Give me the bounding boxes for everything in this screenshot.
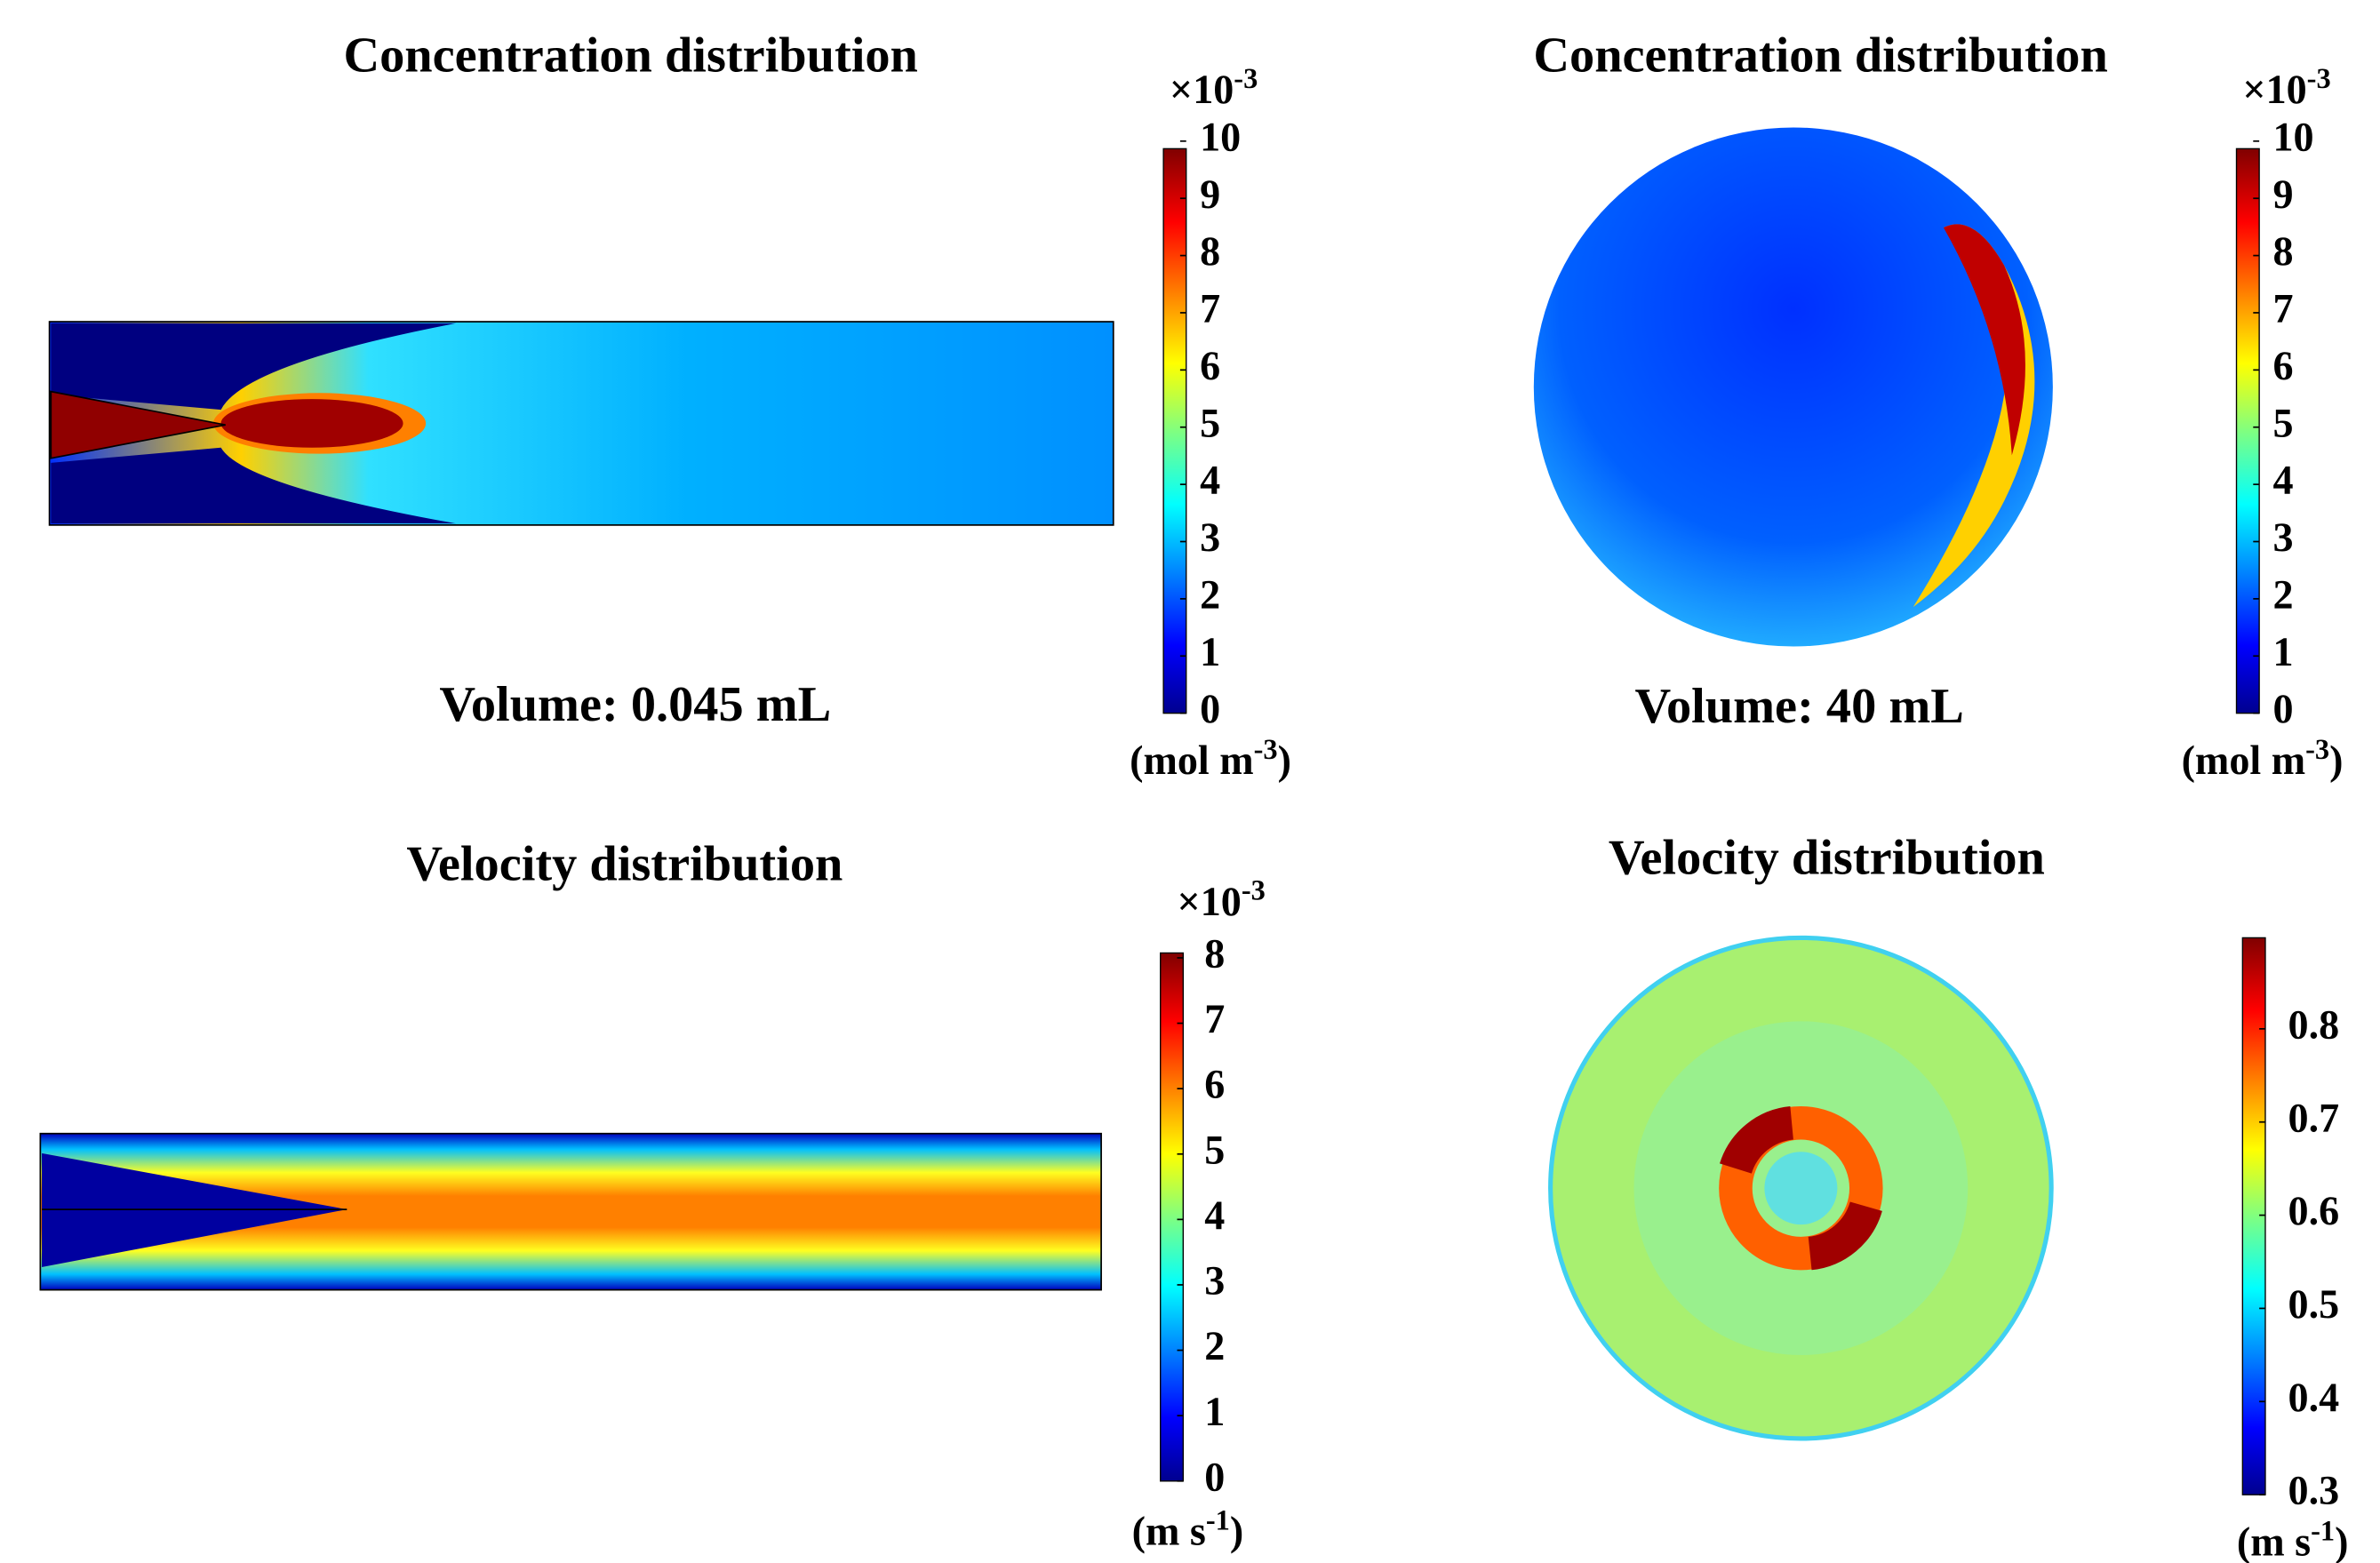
colorbar-tick-label: 0 bbox=[2272, 686, 2293, 731]
colorbar-tick-label: 3 bbox=[1204, 1258, 1225, 1304]
colorbar-tick-label: 7 bbox=[1204, 996, 1225, 1041]
colorbar-tick-label: 10 bbox=[2272, 114, 2313, 159]
colorbar-tick-label: 1 bbox=[1200, 629, 1220, 674]
colorbar-tick-label: 6 bbox=[2272, 343, 2293, 388]
unit-close: ) bbox=[1230, 1509, 1243, 1554]
colorbar-tick-label: 2 bbox=[2272, 571, 2293, 617]
colorbar-tick-label: 8 bbox=[1204, 931, 1225, 977]
colorbar-tick-label: 5 bbox=[2272, 400, 2293, 445]
colorbar-tick-label: 0.4 bbox=[2288, 1375, 2340, 1420]
multiplier-base: ×10 bbox=[1177, 879, 1241, 924]
colorbar bbox=[1162, 148, 1187, 714]
multiplier-exponent: -3 bbox=[1242, 875, 1266, 907]
panel-title: Concentration distribution bbox=[343, 28, 917, 83]
colorbar-tick-label: 1 bbox=[1204, 1389, 1225, 1434]
multiplier-exponent: -3 bbox=[1234, 63, 1258, 95]
unit-exponent: -1 bbox=[1206, 1504, 1230, 1536]
colorbar-multiplier: ×10-3 bbox=[1177, 875, 1265, 924]
colorbar-tick-label: 2 bbox=[1200, 571, 1220, 617]
unit-close: ) bbox=[2329, 738, 2343, 783]
colorbar-tick-label: 9 bbox=[1200, 171, 1220, 217]
colorbar-tick-label: 1 bbox=[2272, 629, 2293, 674]
unit-exponent: -3 bbox=[2305, 734, 2329, 766]
colorbar-tick-label: 4 bbox=[2272, 458, 2293, 503]
colorbar-tick-label: 4 bbox=[1204, 1192, 1225, 1238]
multiplier-exponent: -3 bbox=[2307, 63, 2331, 95]
colorbar-tick-label: 4 bbox=[1200, 458, 1220, 503]
colorbar-tick-label: 8 bbox=[2272, 228, 2293, 274]
colorbar-tick-label: 0.6 bbox=[2288, 1188, 2340, 1233]
colorbar-tick-label: 2 bbox=[1204, 1323, 1225, 1368]
colorbar-tick-label: 0.7 bbox=[2288, 1095, 2340, 1140]
colorbar bbox=[1160, 952, 1184, 1482]
disc-velocity bbox=[1548, 935, 2054, 1441]
panel-title: Concentration distribution bbox=[1533, 28, 2107, 83]
unit-exponent: -3 bbox=[1254, 734, 1278, 766]
colorbar-tick-label: 0 bbox=[1204, 1454, 1225, 1499]
panel-title: Velocity distribution bbox=[406, 837, 843, 892]
colorbar-unit: (m s-1) bbox=[1132, 1504, 1244, 1553]
colorbar-tick-label: 0.5 bbox=[2288, 1281, 2340, 1327]
disc-concentration bbox=[1533, 127, 2053, 647]
colorbar-multiplier: ×10-3 bbox=[2242, 63, 2330, 112]
colorbar-multiplier: ×10-3 bbox=[1170, 63, 1258, 112]
colorbar-tick-label: 3 bbox=[1200, 514, 1220, 560]
colorbar-tick-label: 7 bbox=[2272, 286, 2293, 331]
colorbar-tick-label: 6 bbox=[1204, 1062, 1225, 1107]
colorbar-unit: (mol m-3) bbox=[1130, 734, 1291, 783]
multiplier-base: ×10 bbox=[1170, 67, 1234, 112]
unit-close: ) bbox=[2335, 1519, 2348, 1563]
colorbar-tick-label: 7 bbox=[1200, 286, 1220, 331]
colorbar-tick-label: 0.3 bbox=[2288, 1468, 2340, 1513]
colorbar-tick-label: 0 bbox=[1200, 686, 1220, 731]
colorbar-tick-label: 5 bbox=[1204, 1127, 1225, 1172]
unit-base: (m s bbox=[2237, 1519, 2311, 1563]
colorbar bbox=[2241, 937, 2266, 1495]
colorbar-tick-label: 3 bbox=[2272, 514, 2293, 560]
unit-base: (mol m bbox=[2182, 738, 2306, 783]
tube-concentration bbox=[48, 321, 1114, 526]
colorbar-tick-label: 6 bbox=[1200, 343, 1220, 388]
colorbar-tick-label: 10 bbox=[1200, 114, 1241, 159]
volume-label: Volume: 0.045 mL bbox=[439, 677, 831, 732]
unit-close: ) bbox=[1278, 738, 1291, 783]
unit-base: (mol m bbox=[1130, 738, 1254, 783]
panel-title: Velocity distribution bbox=[1609, 831, 2045, 886]
unit-exponent: -1 bbox=[2311, 1515, 2335, 1547]
volume-label: Volume: 40 mL bbox=[1634, 679, 1963, 734]
colorbar-tick-label: 5 bbox=[1200, 400, 1220, 445]
colorbar-tick-label: 0.8 bbox=[2288, 1001, 2340, 1047]
unit-base: (m s bbox=[1132, 1509, 1206, 1554]
colorbar-tick-label: 8 bbox=[1200, 228, 1220, 274]
tube-velocity bbox=[39, 1132, 1102, 1291]
colorbar-unit: (mol m-3) bbox=[2182, 734, 2344, 783]
colorbar bbox=[2235, 148, 2260, 714]
multiplier-base: ×10 bbox=[2242, 67, 2306, 112]
colorbar-tick-label: 9 bbox=[2272, 171, 2293, 217]
colorbar-unit: (m s-1) bbox=[2237, 1515, 2349, 1563]
